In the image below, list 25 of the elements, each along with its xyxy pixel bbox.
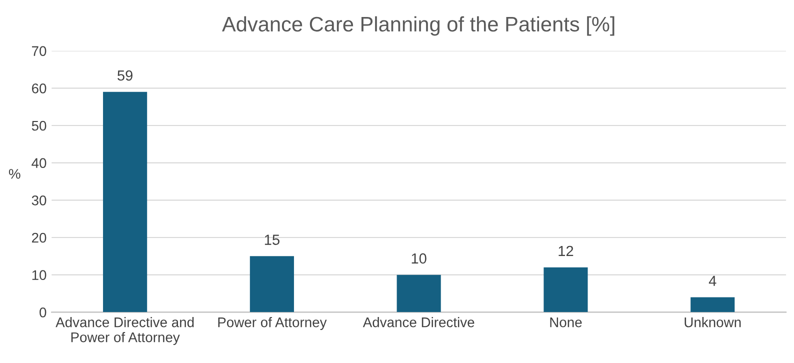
bar: [396, 274, 441, 312]
x-tick-label: Unknown: [684, 317, 741, 328]
y-tick-label: 70: [32, 46, 46, 56]
data-label: 15: [264, 234, 280, 245]
x-tick-label: None: [550, 318, 582, 328]
bar: [103, 92, 148, 312]
y-tick-label: 50: [32, 120, 46, 131]
data-label: 59: [118, 70, 132, 81]
bar: [250, 256, 294, 312]
x-tick-label: Power of Attorney: [218, 317, 327, 330]
y-tick-label: 30: [32, 196, 46, 206]
chart-title: Advance Care Planning of the Patients [%]: [222, 16, 614, 36]
x-tick-label: Advance Directive: [362, 317, 474, 328]
data-label: 10: [412, 253, 426, 264]
data-label: 4: [708, 276, 716, 286]
y-tick-label: 0: [40, 308, 46, 318]
data-label: 12: [558, 246, 574, 256]
y-tick-label: 40: [32, 158, 46, 168]
bar: [544, 267, 588, 312]
x-tick-label: Advance Directive and Power of Attorney: [56, 317, 194, 345]
y-tick-label: 20: [32, 232, 46, 243]
y-axis-title: %: [8, 168, 20, 179]
bar: [690, 297, 735, 312]
y-tick-label: 10: [32, 270, 46, 280]
y-tick-label: 60: [32, 83, 46, 94]
